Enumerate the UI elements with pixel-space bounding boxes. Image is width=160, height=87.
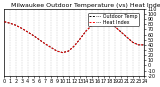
Legend: --- Outdoor Temp, --- Heat Index: --- Outdoor Temp, --- Heat Index [88, 13, 139, 26]
Text: Milwaukee Outdoor Temperature (vs) Heat Index (Last 24 Hours): Milwaukee Outdoor Temperature (vs) Heat … [11, 3, 160, 8]
